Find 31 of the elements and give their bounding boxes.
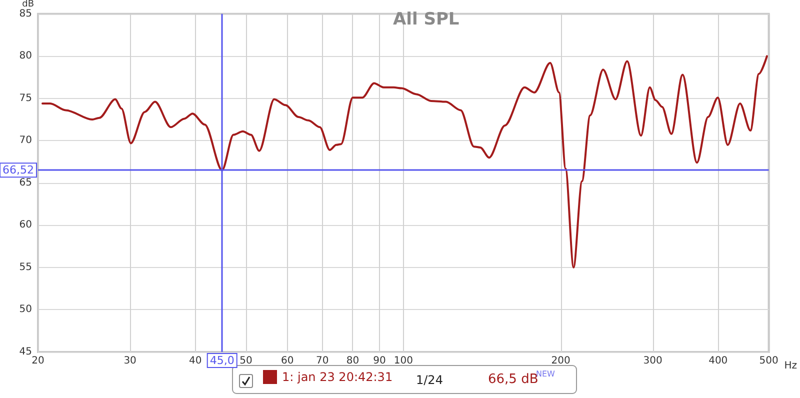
x-axis-title: Hz — [784, 360, 798, 372]
y-tick-label: 85 — [19, 8, 32, 20]
ref-line-label: 66,52 — [2, 164, 34, 177]
x-tick-label: 100 — [394, 356, 413, 366]
text: NEW — [536, 370, 556, 378]
y-axis-title: dB — [22, 0, 34, 10]
y-tick-label: 50 — [19, 304, 32, 316]
text: 1/24 — [416, 373, 443, 387]
x-tick-label: 50 — [240, 356, 252, 366]
y-tick-label: 75 — [19, 92, 32, 104]
x-tick-label: 70 — [316, 356, 329, 366]
chart-title: All SPL — [393, 10, 460, 30]
x-tick-label: 40 — [189, 356, 202, 366]
text: 66,5 dB — [488, 372, 538, 387]
y-tick-label: 45 — [19, 346, 32, 358]
x-tick-label: 60 — [281, 356, 294, 366]
legend-label: 1: jan 23 20:42:31 — [282, 370, 393, 384]
x-tick-label: 20 — [32, 356, 44, 366]
x-tick-label: 80 — [346, 356, 360, 366]
x-tick-label: 400 — [708, 356, 728, 366]
y-tick-label: 70 — [19, 135, 32, 146]
y-tick-label: 65 — [19, 177, 32, 188]
y-tick-label: 60 — [19, 220, 32, 231]
x-tick-label: 90 — [373, 356, 386, 366]
x-tick-label: 500 — [759, 356, 778, 366]
y-tick-label: 55 — [19, 262, 32, 273]
x-tick-label: 200 — [551, 356, 570, 366]
y-tick-label: 80 — [19, 50, 32, 62]
ref-line-label: 45,0 — [210, 354, 234, 367]
x-tick-label: 30 — [124, 356, 136, 366]
x-tick-label: 300 — [643, 356, 662, 366]
